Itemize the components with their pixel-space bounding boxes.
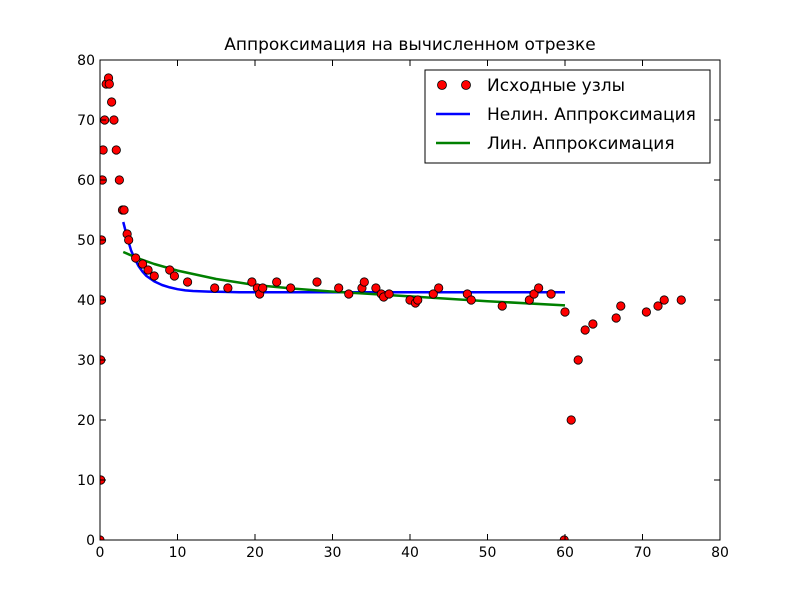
data-point-14 — [114, 175, 124, 185]
legend-label-3: Лин. Аппроксимация — [487, 134, 675, 154]
data-point-49 — [466, 295, 476, 305]
legend-box — [424, 69, 711, 164]
x-tick-label: 20 — [246, 545, 264, 561]
data-point-19 — [131, 253, 141, 263]
x-tick-label: 80 — [711, 545, 729, 561]
data-point-24 — [169, 271, 179, 281]
data-point-26 — [210, 283, 220, 293]
plot-area — [100, 73, 686, 540]
series-line-1 — [122, 221, 565, 294]
data-point-59 — [580, 325, 590, 335]
x-tick-label: 60 — [556, 545, 574, 561]
data-point-22 — [149, 271, 159, 281]
data-point-65 — [659, 295, 669, 305]
y-tick-label: 80 — [77, 53, 95, 69]
data-point-38 — [359, 277, 369, 287]
y-tick-label: 20 — [77, 413, 95, 429]
data-point-18 — [124, 235, 134, 245]
data-point-54 — [546, 289, 556, 299]
data-point-35 — [334, 283, 344, 293]
data-point-10 — [104, 79, 114, 89]
data-point-12 — [109, 115, 119, 125]
data-point-47 — [434, 283, 444, 293]
data-point-58 — [573, 355, 583, 365]
data-point-63 — [641, 307, 651, 317]
data-point-39 — [371, 283, 381, 293]
y-tick-label: 30 — [77, 353, 95, 369]
data-point-46 — [428, 289, 438, 299]
data-point-53 — [534, 283, 544, 293]
legend-marker-1a — [437, 80, 447, 90]
y-tick-label: 0 — [86, 533, 95, 549]
chart-title: Аппроксимация на вычисленном отрезке — [224, 35, 596, 55]
y-tick-label: 70 — [77, 113, 95, 129]
legend: Исходные узлы Нелин. Аппроксимация Лин. … — [424, 69, 711, 164]
y-tick-label: 60 — [77, 173, 95, 189]
data-point-36 — [344, 289, 354, 299]
x-tick-label: 50 — [479, 545, 497, 561]
data-point-23 — [165, 265, 175, 275]
data-point-56 — [560, 307, 570, 317]
data-point-34 — [312, 277, 322, 287]
data-point-62 — [616, 301, 626, 311]
legend-marker-1b — [461, 80, 471, 90]
x-tick-label: 10 — [169, 545, 187, 561]
data-point-21 — [143, 265, 153, 275]
data-point-60 — [588, 319, 598, 329]
x-tick-label: 0 — [96, 545, 105, 561]
axis-ticks: 0 10 20 30 40 50 60 70 80 0 10 20 30 40 50 60 70 80 — [77, 53, 729, 561]
data-point-11 — [107, 97, 117, 107]
data-point-32 — [272, 277, 282, 287]
y-tick-label: 50 — [77, 233, 95, 249]
data-point-20 — [138, 259, 148, 269]
x-tick-label: 40 — [401, 545, 419, 561]
data-point-25 — [182, 277, 193, 287]
data-point-66 — [676, 295, 686, 305]
data-point-42 — [384, 289, 394, 299]
data-point-6 — [100, 145, 108, 155]
data-point-31 — [258, 283, 268, 293]
data-point-45 — [413, 295, 423, 305]
data-point-33 — [286, 283, 296, 293]
data-point-27 — [223, 283, 233, 293]
y-tick-label: 10 — [77, 473, 95, 489]
x-tick-label: 70 — [634, 545, 652, 561]
data-point-64 — [653, 301, 663, 311]
data-point-13 — [111, 145, 121, 155]
data-point-28 — [247, 277, 257, 287]
data-point-51 — [524, 295, 534, 305]
data-point-57 — [566, 415, 576, 425]
plot-marks — [100, 73, 686, 540]
legend-label-1: Исходные узлы — [487, 76, 625, 96]
data-point-61 — [611, 313, 621, 323]
y-tick-label: 40 — [77, 293, 95, 309]
x-tick-label: 30 — [324, 545, 342, 561]
data-point-50 — [497, 301, 507, 311]
data-point-52 — [529, 289, 539, 299]
legend-label-2: Нелин. Аппроксимация — [487, 105, 696, 125]
data-point-16 — [119, 205, 129, 215]
